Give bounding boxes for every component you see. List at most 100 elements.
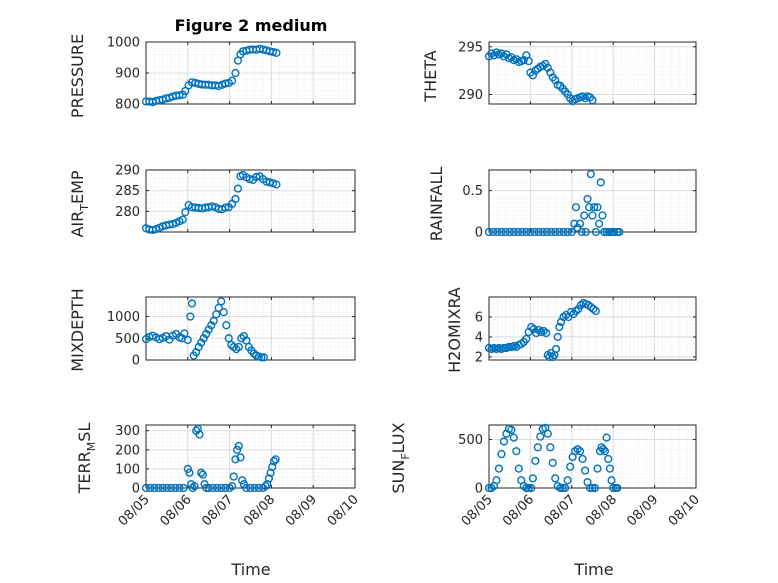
data-point (593, 464, 602, 473)
y-tick-label: 295 (458, 40, 483, 55)
data-point (548, 458, 557, 467)
data-point (492, 476, 501, 485)
data-point (571, 203, 581, 212)
data-point (581, 227, 590, 237)
data-point (217, 483, 226, 493)
data-point (171, 483, 180, 493)
subplot-air-temp: 280 285 290 (115, 164, 356, 235)
data-point (501, 227, 510, 237)
data-point (231, 455, 240, 464)
data-point (602, 433, 611, 442)
ylabel-terr-msl: TERRMSL (75, 423, 98, 495)
data-point (605, 464, 614, 473)
data-point (590, 203, 599, 212)
subplot-h2omixra: 2 4 6 (475, 296, 697, 366)
data-point (585, 483, 595, 493)
y-tick-label: 6 (475, 311, 483, 326)
ylabel-h2omixra: H2OMIXRA (445, 287, 464, 373)
data-point (183, 335, 192, 345)
data-point (489, 227, 498, 237)
data-point (239, 332, 248, 341)
data-point (246, 483, 255, 493)
data-point (588, 211, 597, 220)
data-point (514, 464, 523, 473)
data-point (574, 304, 583, 314)
y-tick-label: 800 (115, 98, 140, 113)
ylabel-air-temp-main: AIR (68, 211, 87, 238)
subplot-pressure: 800 900 1000 (107, 36, 356, 113)
data-point (531, 456, 540, 465)
data-point (604, 227, 614, 237)
y-tick-label: 285 (115, 184, 140, 199)
data-point (507, 425, 516, 434)
data-point (596, 178, 605, 187)
axes-box-air-temp (145, 169, 356, 233)
y-tick-label: 500 (115, 332, 140, 347)
subplot-mixdepth: 0 500 1000 (107, 296, 356, 369)
axes-box-rainfall (488, 169, 697, 233)
data-point (555, 227, 564, 237)
ylabel-pressure: PRESSURE (68, 34, 87, 118)
data-point (233, 184, 243, 193)
data-point (522, 334, 531, 344)
axes-border-air-temp (145, 169, 356, 233)
axes-border-mixdepth (145, 296, 356, 361)
data-point (534, 227, 543, 237)
subplot-rainfall: 00.5 (462, 169, 697, 241)
data-point (185, 468, 194, 477)
data-point (190, 481, 199, 491)
y-tick-label: 290 (115, 164, 140, 179)
ylabel-mixdepth: MIXDEPTH (68, 288, 87, 371)
data-point (548, 352, 557, 362)
data-point (204, 325, 213, 334)
y-tick-label: 290 (458, 88, 483, 103)
data-point (591, 306, 600, 316)
xlabel-time-right: Time (573, 560, 613, 579)
data-point (604, 454, 613, 464)
y-tick-label: 280 (115, 205, 140, 220)
axes-border-terr-msl (145, 424, 356, 489)
data-point (598, 211, 607, 220)
data-point (590, 483, 600, 493)
data-point (551, 227, 560, 237)
data-point (499, 343, 509, 353)
data-point (228, 76, 237, 85)
data-point (187, 299, 197, 308)
data-point (615, 227, 624, 237)
data-point (600, 447, 610, 456)
data-point (580, 211, 589, 220)
ylabel-sun-flux-sub: F (399, 453, 412, 459)
axes-box-h2omixra (488, 296, 697, 361)
data-point (199, 334, 208, 343)
ylabel-air-temp: AIRTEMP (68, 170, 91, 237)
data-point (536, 432, 545, 441)
data-point (202, 329, 211, 339)
data-point (555, 322, 564, 332)
data-point (231, 194, 240, 204)
y-tick-label: 1000 (107, 310, 140, 325)
y-tick-label: 100 (115, 462, 140, 477)
data-point (567, 227, 576, 237)
data-point (518, 227, 527, 237)
data-point (551, 474, 560, 483)
data-point (509, 227, 518, 237)
data-point (559, 227, 568, 237)
data-point (261, 481, 270, 491)
data-point (237, 334, 246, 343)
axes-border-sun-flux (488, 424, 697, 489)
data-point (575, 219, 585, 228)
data-point (229, 342, 238, 352)
data-point (545, 352, 554, 362)
data-point (212, 483, 222, 493)
data-point (194, 342, 203, 352)
data-point (484, 483, 494, 493)
data-point (234, 342, 243, 352)
data-point (613, 483, 622, 493)
data-point (269, 457, 279, 466)
data-point (513, 227, 523, 237)
ylabel-sun-flux: SUNFLUX (389, 422, 412, 493)
data-point (158, 483, 167, 493)
data-point (599, 445, 608, 454)
data-point (528, 474, 537, 483)
y-tick-label: 0.5 (462, 184, 483, 199)
